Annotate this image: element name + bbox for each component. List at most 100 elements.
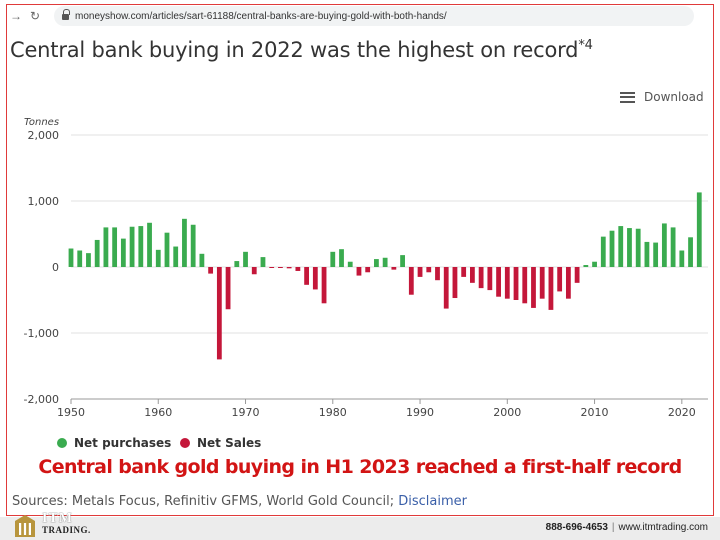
- bar: [565, 267, 571, 299]
- bar: [147, 222, 152, 267]
- reload-icon[interactable]: ↻: [30, 9, 41, 23]
- bar: [286, 267, 292, 269]
- bar: [251, 267, 257, 275]
- bar: [382, 257, 388, 267]
- bar: [321, 267, 327, 304]
- browser-address-bar: → ↻ moneyshow.com/articles/sart-61188/ce…: [0, 0, 705, 32]
- arrow-right-icon[interactable]: →: [10, 9, 22, 23]
- bar: [504, 267, 510, 299]
- download-button[interactable]: Download: [620, 90, 704, 104]
- footer-separator: |: [611, 522, 615, 533]
- chart-title-footnote: *4: [578, 38, 593, 53]
- bar: [182, 218, 187, 267]
- bar: [365, 267, 371, 273]
- legend-marker: [180, 438, 190, 448]
- chart-title: Central bank buying in 2022 was the high…: [10, 38, 593, 62]
- chart-title-text: Central bank buying in 2022 was the high…: [10, 38, 579, 62]
- disclaimer-link[interactable]: Disclaimer: [398, 494, 467, 509]
- bar: [208, 267, 214, 274]
- bar: [86, 253, 91, 267]
- footer-brand: ITM TRADING.: [42, 512, 91, 535]
- bar: [469, 267, 475, 283]
- bar: [260, 257, 266, 267]
- y-tick-label: -2,000: [24, 393, 59, 406]
- bar: [487, 267, 493, 291]
- bar: [452, 267, 458, 299]
- legend-marker: [57, 438, 67, 448]
- x-tick-label: 1980: [319, 406, 347, 419]
- bar: [679, 250, 685, 267]
- hamburger-menu-icon: [620, 91, 635, 103]
- bar: [269, 267, 275, 268]
- bar: [129, 226, 135, 267]
- bar: [670, 227, 676, 267]
- x-tick-label: 1950: [57, 406, 85, 419]
- bar: [339, 249, 344, 267]
- x-tick-label: 1990: [406, 406, 434, 419]
- bar: [653, 242, 659, 267]
- bar: [435, 267, 440, 281]
- bar: [103, 227, 109, 267]
- url-field[interactable]: moneyshow.com/articles/sart-61188/centra…: [54, 6, 694, 26]
- bar: [539, 267, 545, 299]
- bar: [513, 267, 519, 300]
- bar: [391, 267, 397, 270]
- x-tick-label: 2010: [581, 406, 609, 419]
- bar: [164, 232, 170, 267]
- x-tick-label: 1960: [144, 406, 172, 419]
- sources-text: Sources: Metals Focus, Refinitiv GFMS, W…: [12, 494, 395, 509]
- bar: [330, 251, 336, 267]
- bar: [408, 267, 414, 295]
- bar: [688, 237, 693, 267]
- bar: [600, 236, 606, 267]
- bar: [77, 250, 83, 267]
- y-tick-label: 2,000: [28, 129, 60, 142]
- brand-name: ITM: [42, 511, 73, 526]
- bar: [583, 265, 589, 267]
- bar: [190, 224, 196, 267]
- x-tick-label: 2000: [493, 406, 521, 419]
- bar: [347, 261, 353, 267]
- bar: [618, 226, 624, 267]
- bar: [68, 248, 74, 267]
- footer-contact: 888-696-4653 | www.itmtrading.com: [546, 522, 708, 533]
- url-text: moneyshow.com/articles/sart-61188/centra…: [75, 10, 447, 22]
- bar: [592, 261, 597, 267]
- x-tick-label: 1970: [232, 406, 260, 419]
- footer-phone[interactable]: 888-696-4653: [545, 522, 608, 533]
- itm-logo-icon: [15, 515, 35, 537]
- bar: [173, 246, 179, 267]
- bar: [356, 267, 362, 276]
- bar: [112, 227, 118, 267]
- bar: [443, 267, 449, 309]
- y-tick-label: 0: [52, 261, 59, 274]
- bar: [696, 192, 702, 267]
- bar: [295, 267, 301, 271]
- bar: [627, 228, 632, 267]
- bar: [531, 267, 536, 308]
- bar: [574, 267, 580, 283]
- bar: [304, 267, 310, 285]
- bar: [120, 238, 126, 267]
- download-label: Download: [644, 90, 704, 104]
- bar: [557, 267, 563, 292]
- bar: [278, 267, 283, 268]
- bar: [400, 255, 405, 267]
- legend-label: Net Sales: [197, 436, 261, 450]
- sources-line: Sources: Metals Focus, Refinitiv GFMS, W…: [12, 494, 467, 509]
- x-tick-label: 2020: [668, 406, 696, 419]
- bar: [644, 241, 650, 267]
- bar: [548, 267, 554, 310]
- bar: [426, 267, 432, 273]
- lock-icon: [62, 9, 70, 20]
- bar: [234, 261, 240, 267]
- footer-bar: [0, 517, 720, 540]
- y-tick-label: 1,000: [28, 195, 60, 208]
- footer-website[interactable]: www.itmtrading.com: [618, 522, 708, 533]
- bar: [461, 267, 467, 277]
- bar: [155, 249, 161, 267]
- y-axis-label: Tonnes: [24, 117, 59, 128]
- bar: [478, 267, 484, 289]
- y-tick-label: -1,000: [24, 327, 59, 340]
